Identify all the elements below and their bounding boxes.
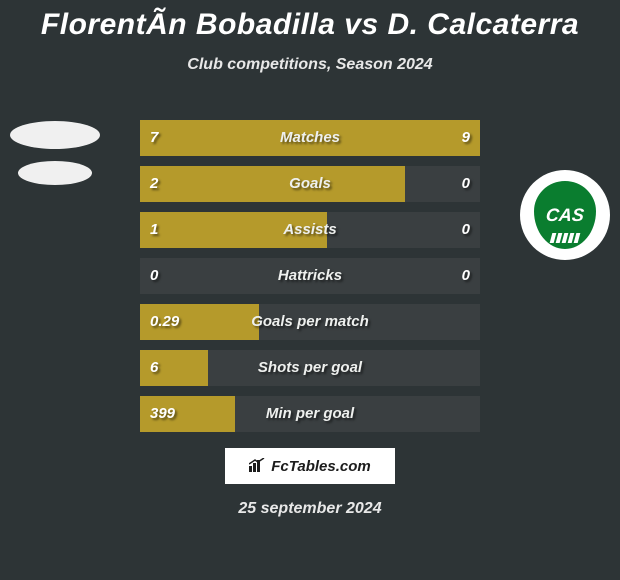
brand-label: FcTables.com	[271, 458, 370, 475]
stat-value-left: 6	[140, 350, 168, 386]
stat-row: Hattricks0 0	[140, 258, 480, 294]
club-badge-text: CAS	[545, 208, 585, 222]
stat-value-left: 399	[140, 396, 185, 432]
stat-value-right	[460, 396, 480, 432]
stat-value-right: 0	[452, 258, 480, 294]
stat-value-right	[460, 350, 480, 386]
stat-row: Shots per goal6	[140, 350, 480, 386]
stat-label: Goals	[140, 166, 480, 202]
stat-value-right	[460, 304, 480, 340]
stat-value-left: 1	[140, 212, 168, 248]
stat-label: Hattricks	[140, 258, 480, 294]
stat-rows: Matches79Goals20Assists10Hattricks00Goal…	[140, 120, 480, 442]
player-left-avatar	[10, 108, 100, 198]
stat-label: Shots per goal	[140, 350, 480, 386]
stat-label: Assists	[140, 212, 480, 248]
stat-label: Matches	[140, 120, 480, 156]
club-badge-stripes-icon	[543, 233, 587, 241]
stat-value-right: 0	[452, 166, 480, 202]
stat-value-left: 0	[140, 258, 168, 294]
comparison-card: FlorentÃ­n Bobadilla vs D. Calcaterra Cl…	[0, 0, 620, 580]
placeholder-icon	[10, 121, 100, 149]
stat-label: Goals per match	[140, 304, 480, 340]
stat-row: Goals per match0.29	[140, 304, 480, 340]
stat-row: Matches7 9	[140, 120, 480, 156]
stat-value-right: 9	[452, 120, 480, 156]
stat-value-left: 0.29	[140, 304, 189, 340]
page-title: FlorentÃ­n Bobadilla vs D. Calcaterra	[0, 0, 620, 42]
club-badge-icon: CAS	[530, 177, 600, 253]
stat-label: Min per goal	[140, 396, 480, 432]
stat-value-left: 2	[140, 166, 168, 202]
player-right-avatar: CAS	[520, 170, 610, 260]
stat-row: Assists1 0	[140, 212, 480, 248]
date-label: 25 september 2024	[0, 500, 620, 518]
brand-chart-icon	[249, 458, 265, 475]
stat-value-right: 0	[452, 212, 480, 248]
placeholder-icon	[18, 161, 92, 185]
subtitle: Club competitions, Season 2024	[0, 56, 620, 74]
brand-box: FcTables.com	[225, 448, 395, 484]
stat-row: Goals2 0	[140, 166, 480, 202]
stat-row: Min per goal399	[140, 396, 480, 432]
stat-value-left: 7	[140, 120, 168, 156]
